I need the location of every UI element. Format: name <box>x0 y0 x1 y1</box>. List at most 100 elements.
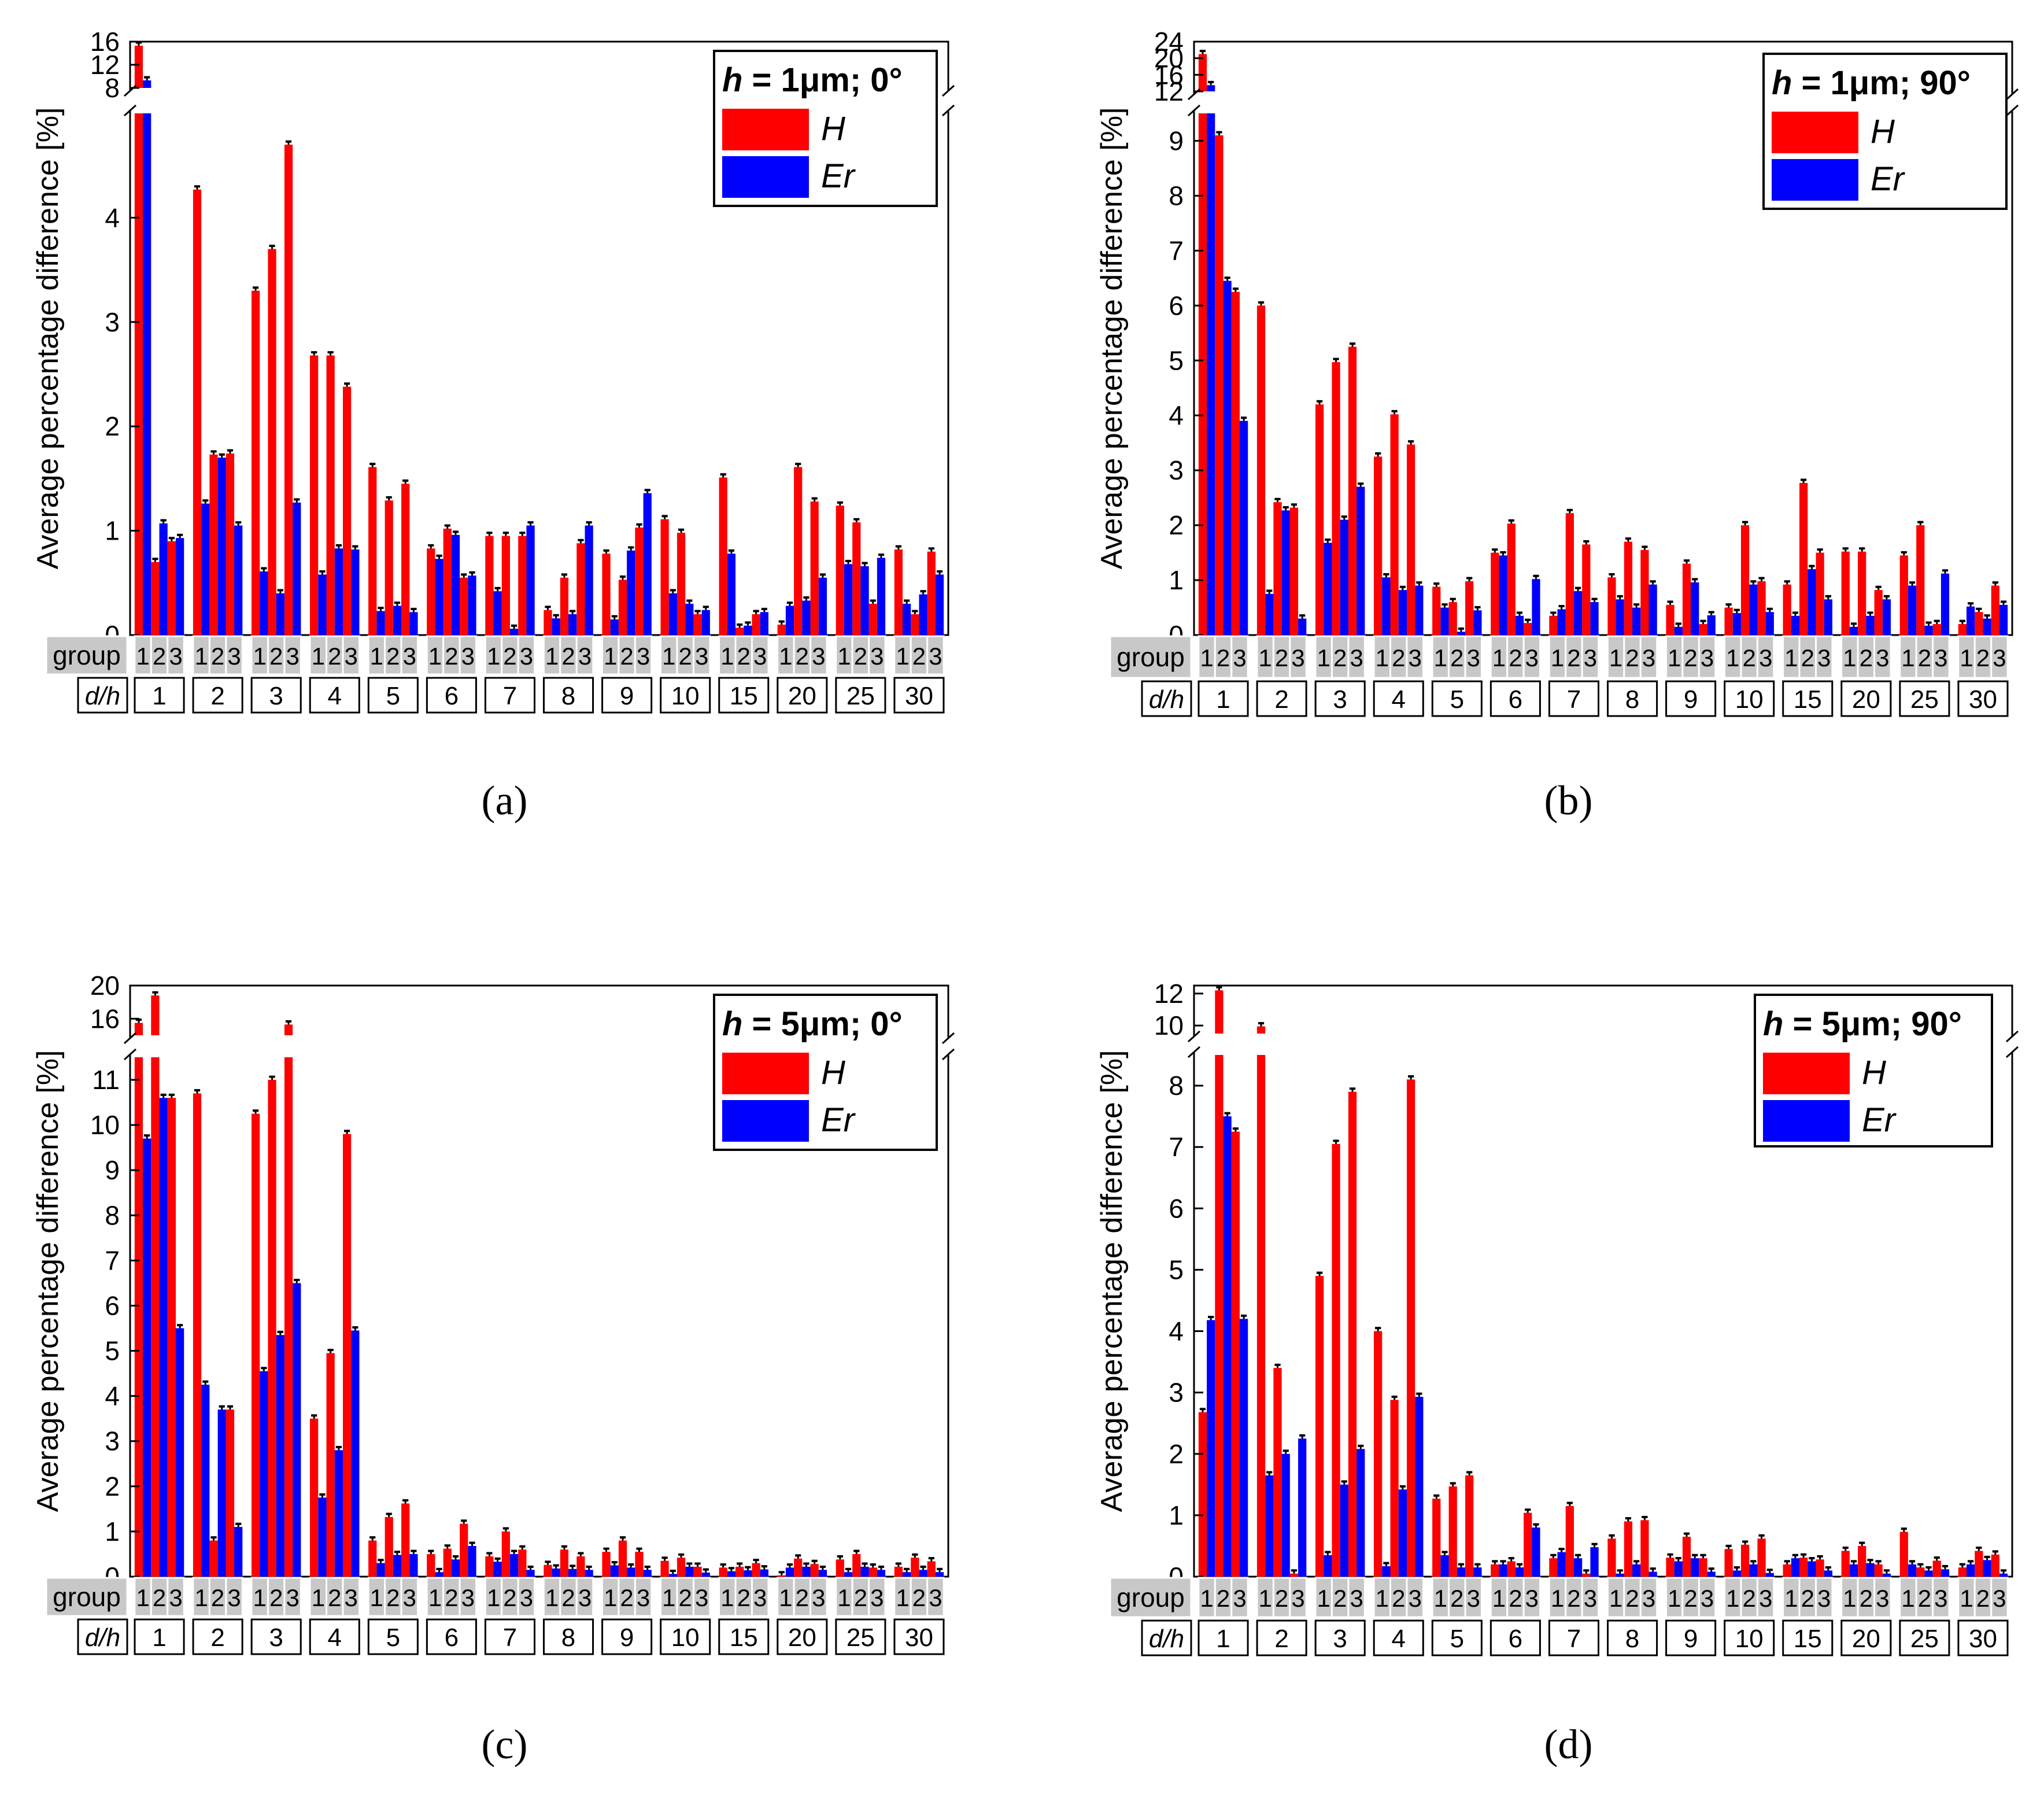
group-cell <box>1289 1577 1307 1618</box>
axis-break-mark-right <box>2005 88 2019 101</box>
bar-h-dh3-g2 <box>1332 1143 1340 1577</box>
axis-break-mark-right <box>941 84 955 97</box>
group-cell-label: 2 <box>1801 1585 1814 1612</box>
group-cell-label: 1 <box>1726 1585 1739 1612</box>
y-tick-label: 1 <box>1169 565 1184 595</box>
group-cell <box>134 635 152 676</box>
bar-er-dh6-g1 <box>435 559 443 635</box>
bar-h-dh15-g1 <box>1783 1564 1791 1577</box>
group-cell <box>575 1577 594 1617</box>
dh-cell <box>426 677 477 714</box>
dh-cell-label: 4 <box>1392 1625 1406 1653</box>
bar-er-dh1-g2 <box>159 523 168 635</box>
group-cell-label: 3 <box>1759 1585 1772 1612</box>
group-cell-label: 3 <box>929 1584 942 1611</box>
group-cell <box>692 1577 711 1617</box>
dh-cell-label: 30 <box>1969 1625 1997 1653</box>
dh-cell <box>1256 1619 1307 1656</box>
bar-h-dh20-g1 <box>1841 1551 1850 1577</box>
group-cell <box>734 635 753 676</box>
axis-break-mark-right <box>2005 1030 2019 1043</box>
group-cell-label: 1 <box>779 643 792 670</box>
bar-h-dh8-g1 <box>1607 1538 1616 1577</box>
bar-h-dh30-g1 <box>894 1566 903 1577</box>
group-cell <box>1814 635 1834 679</box>
bar-h-dh6-g3 <box>460 1523 468 1577</box>
dh-cell-label: 30 <box>1969 685 1997 714</box>
group-cell <box>926 635 945 676</box>
bar-h-dh2-g2 <box>209 454 218 635</box>
y-tick-label: 5 <box>1169 345 1184 375</box>
group-cell-label: 3 <box>461 1584 475 1611</box>
bar-er-dh3-g1 <box>1324 543 1332 635</box>
bar-h-dh4-g2 <box>326 355 335 635</box>
group-cell <box>676 1577 694 1617</box>
group-cell-label: 1 <box>662 643 675 670</box>
bar-er-dh6-g1 <box>1499 555 1507 635</box>
bar-h-dh30-g3 <box>927 1561 936 1577</box>
dh-cell <box>484 1618 536 1655</box>
group-cell <box>1464 1577 1483 1618</box>
y-tick-label: 4 <box>1169 400 1184 430</box>
bar-h-dh3-g3 <box>1348 1091 1357 1577</box>
group-cell-label: 1 <box>1784 1585 1798 1612</box>
bar-h-upper-dh1-g1 <box>134 46 143 88</box>
bar-h-dh15-g3 <box>752 614 760 635</box>
bar-h-dh30-g1 <box>1958 1567 1967 1577</box>
bar-h-dh10-g3 <box>693 614 702 635</box>
group-cell <box>501 1577 519 1617</box>
bar-er-dh6-g3 <box>468 575 476 635</box>
y-tick-label: 2 <box>105 1471 120 1501</box>
group-cell-label: 3 <box>753 643 767 670</box>
bar-h-dh8-g3 <box>1640 1520 1649 1577</box>
bar-er-dh15-g3 <box>760 1569 768 1577</box>
group-cell <box>1698 635 1717 679</box>
axis-break-mark-right <box>2005 1046 2019 1058</box>
group-cell-label: 1 <box>312 1584 325 1611</box>
group-cell <box>309 1577 328 1617</box>
bar-er-dh5-g1 <box>376 1563 385 1577</box>
bar-h-upper-dh2-g1 <box>1256 1026 1266 1034</box>
group-cell <box>459 1577 478 1617</box>
dh-cell <box>1314 1619 1366 1656</box>
group-cell-label: 3 <box>227 643 241 670</box>
bar-er-dh2-g2 <box>1281 510 1290 635</box>
bar-er-dh15-g2 <box>744 1570 752 1577</box>
group-cell <box>1581 1577 1600 1618</box>
bar-er-upper-dh1-g1 <box>143 80 151 88</box>
bar-h-dh2-g2 <box>1273 1368 1282 1577</box>
group-cell-label: 3 <box>1233 644 1246 671</box>
y-tick-label: 4 <box>1169 1316 1184 1346</box>
group-cell <box>1798 1577 1817 1618</box>
bar-er-dh7-g3 <box>526 525 535 635</box>
bar-er-dh9-g3 <box>643 493 652 635</box>
y-tick-label-upper: 20 <box>90 971 120 1001</box>
bar-h-dh20-g2 <box>1858 551 1866 635</box>
bar-h-dh2-g2 <box>209 1540 218 1577</box>
dh-cell-label: 2 <box>210 682 224 710</box>
group-cell <box>150 1577 169 1617</box>
dh-cell-label: 20 <box>788 1623 816 1652</box>
bar-h-dh20-g1 <box>1841 551 1850 635</box>
bar-er-dh5-g3 <box>409 1554 418 1577</box>
group-cell <box>192 1577 210 1617</box>
group-cell-label: 2 <box>445 1584 458 1611</box>
y-axis-label: Average percentage difference [%] <box>1095 108 1129 570</box>
bar-er-dh1-g2 <box>159 1098 168 1577</box>
group-cell-label: 2 <box>386 1584 400 1611</box>
dh-cell <box>250 677 302 714</box>
group-cell-label: 1 <box>136 1584 149 1611</box>
dh-cell <box>1197 1619 1249 1656</box>
group-cell-label: 1 <box>1784 644 1798 671</box>
bar-h-dh8-g2 <box>1624 541 1633 635</box>
group-cell <box>1272 1577 1291 1618</box>
group-cell-label: 1 <box>1317 644 1330 671</box>
group-cell <box>575 635 594 676</box>
dh-cell <box>192 1618 243 1655</box>
bar-h-dh2-g3 <box>1289 507 1299 635</box>
y-tick-label-upper: 10 <box>1154 1010 1184 1040</box>
dh-cell <box>134 677 185 714</box>
bar-h-dh5-g1 <box>1432 586 1441 635</box>
group-cell-label: 3 <box>345 643 358 670</box>
